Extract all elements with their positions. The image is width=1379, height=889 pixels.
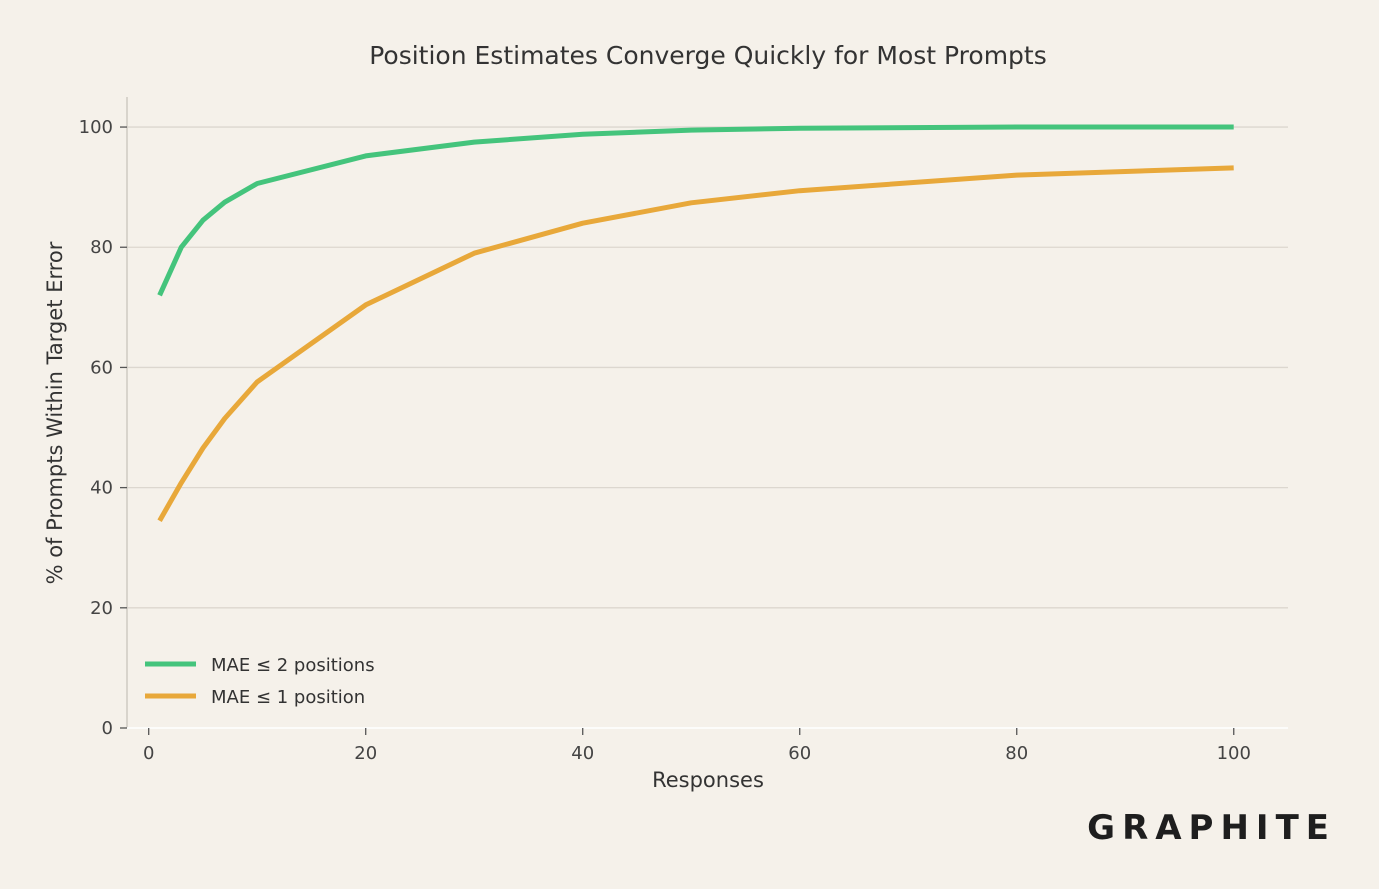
y-axis-label: % of Prompts Within Target Error (43, 241, 67, 584)
x-tick-label-20: 20 (354, 743, 377, 764)
x-axis-label: Responses (652, 768, 764, 792)
legend-label-1: MAE ≤ 2 positions (211, 655, 375, 676)
x-tick-label-60: 60 (788, 743, 811, 764)
legend-label-2: MAE ≤ 1 position (211, 687, 365, 708)
chart-title: Position Estimates Converge Quickly for … (369, 41, 1047, 70)
y-tick-label-0: 0 (102, 718, 113, 739)
x-tick-label-40: 40 (571, 743, 594, 764)
series-line-2 (157, 165, 1234, 522)
x-tick-label-100: 100 (1217, 743, 1251, 764)
brand-logo: GRAPHITE (1087, 808, 1336, 848)
legend: MAE ≤ 2 positions MAE ≤ 1 position (145, 655, 375, 708)
x-tick-label-80: 80 (1005, 743, 1028, 764)
gridlines (127, 126, 1288, 609)
x-tick-label-0: 0 (143, 743, 154, 764)
y-tick-label-40: 40 (90, 478, 113, 499)
y-tick-label-100: 100 (79, 117, 113, 138)
y-axis-ticks: 0 20 40 60 80 100 (79, 117, 127, 739)
x-axis-ticks: 0 20 40 60 80 100 (143, 728, 1251, 764)
y-tick-label-80: 80 (90, 237, 113, 258)
series-line-1 (157, 124, 1234, 297)
series-lines (157, 124, 1234, 522)
y-tick-label-20: 20 (90, 598, 113, 619)
y-tick-label-60: 60 (90, 357, 113, 378)
